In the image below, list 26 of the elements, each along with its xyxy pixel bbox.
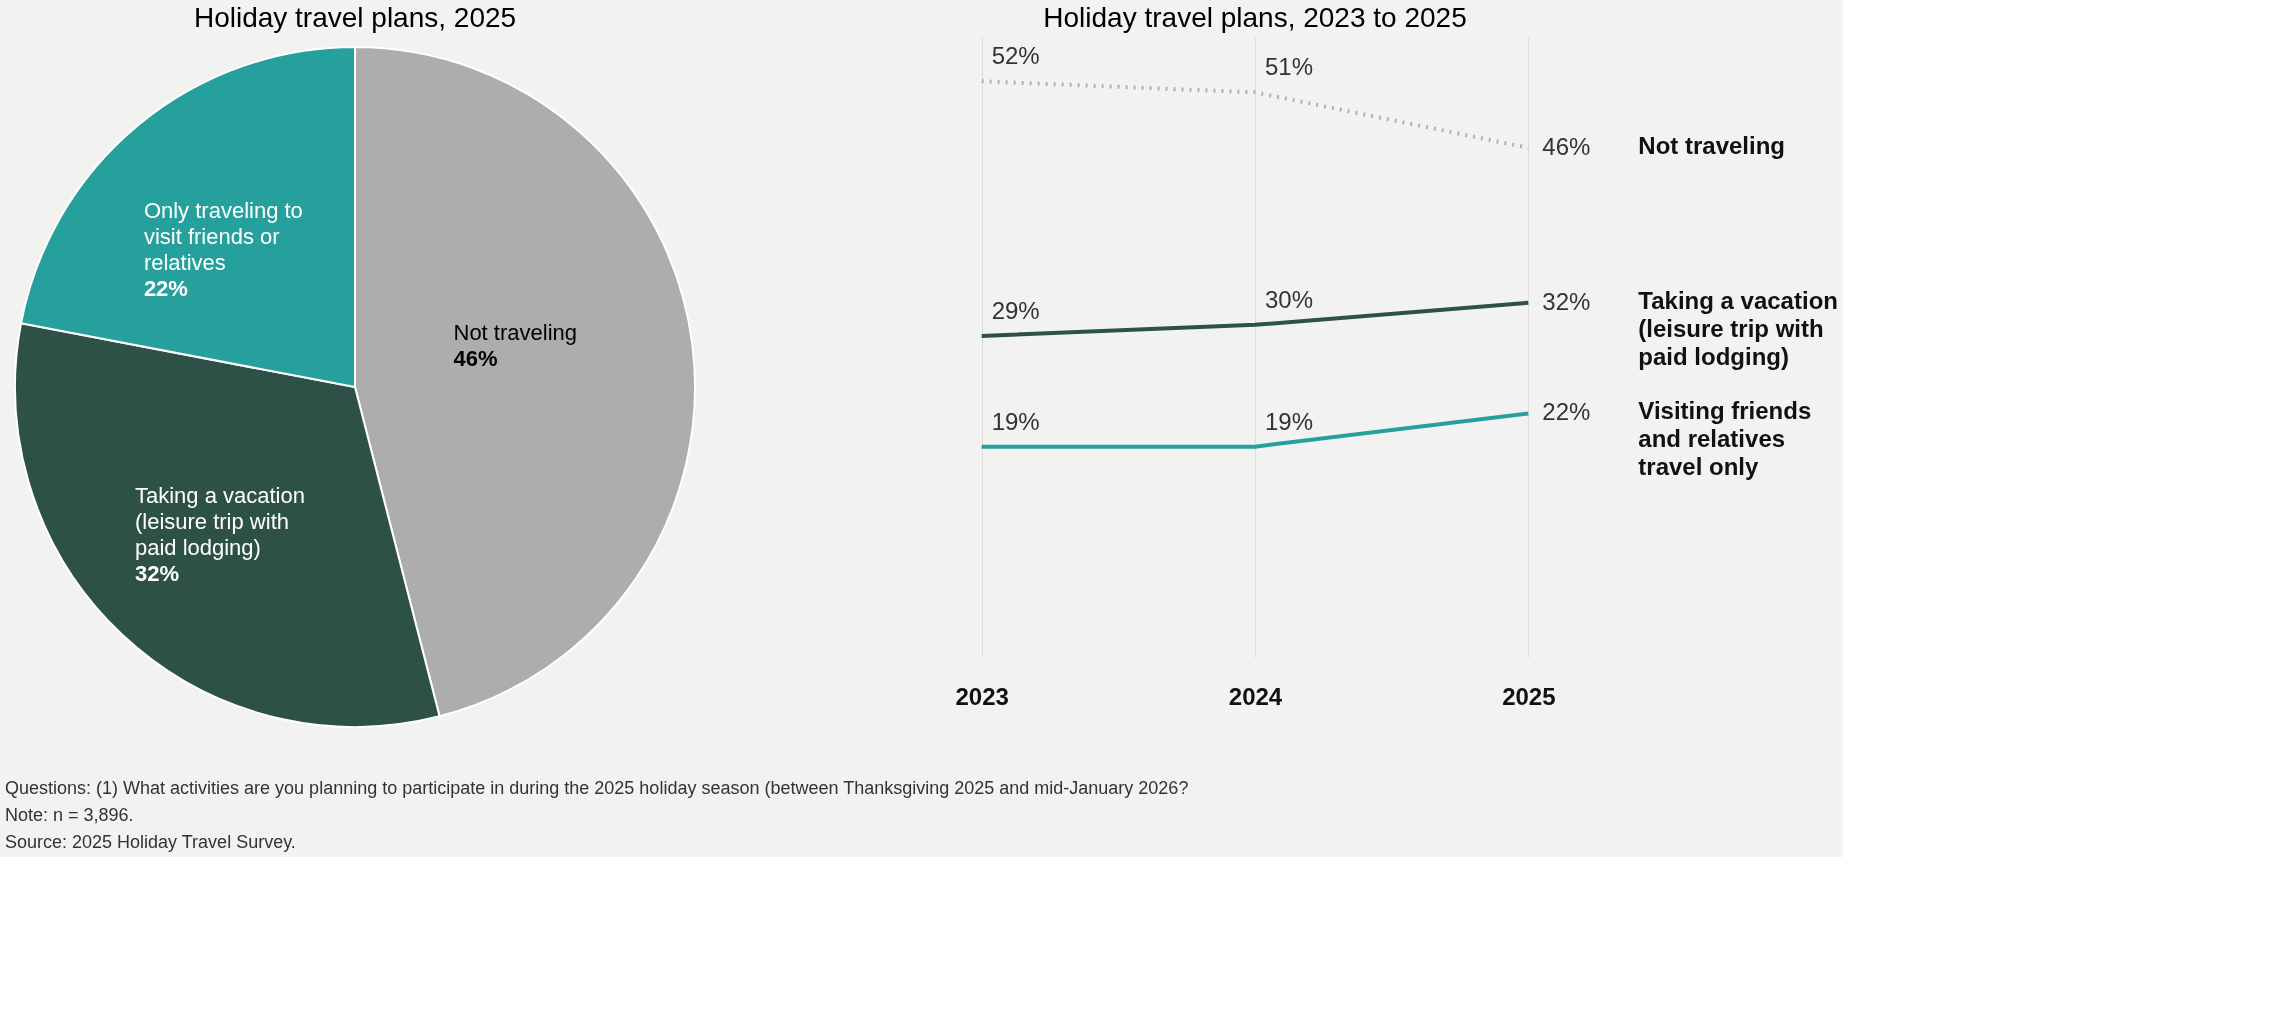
data-label: 32%: [134, 560, 179, 586]
text: Questions: (1) What activities are you planning to participate in during the 2025 holiday season (between Thanksgiving 2025 and mid-January 2026?: [5, 778, 1189, 799]
text: Not traveling: [1638, 131, 1786, 159]
data-label: 51%: [1265, 53, 1314, 81]
text: Taking a vacation (leisure trip with paid lodging): [1638, 286, 1838, 370]
data-label: 46%: [1542, 132, 1591, 160]
data-label: 32%: [1542, 287, 1591, 315]
slice-label: Not traveling: [453, 320, 578, 346]
slice-label: Taking a vacation (leisure trip with paid lodging): [134, 482, 305, 560]
data-label: 29%: [991, 296, 1040, 324]
data-label: 19%: [991, 407, 1040, 435]
x-tick-label: 2025: [1502, 682, 1556, 710]
data-label: 22%: [1542, 398, 1591, 426]
slice-label: Only traveling to visit friends or relatives: [143, 197, 303, 275]
x-tick-label: 2024: [1228, 682, 1283, 710]
data-label: 46%: [453, 346, 498, 372]
data-label: 22%: [143, 275, 188, 301]
data-label: 19%: [1265, 407, 1314, 435]
x-tick-label: 2023: [955, 682, 1009, 710]
chart-title: Holiday travel plans, 2023 to 2025: [1043, 2, 1467, 33]
source-note: Source: 2025 Holiday Travel Survey.: [5, 831, 296, 852]
text: Visiting friends and relatives travel only: [1638, 397, 1812, 481]
text: Note: n = 3,896.: [5, 805, 134, 825]
data-label: 52%: [991, 42, 1040, 70]
data-label: 30%: [1265, 285, 1314, 313]
chart-title: Holiday travel plans, 2025: [193, 2, 517, 33]
